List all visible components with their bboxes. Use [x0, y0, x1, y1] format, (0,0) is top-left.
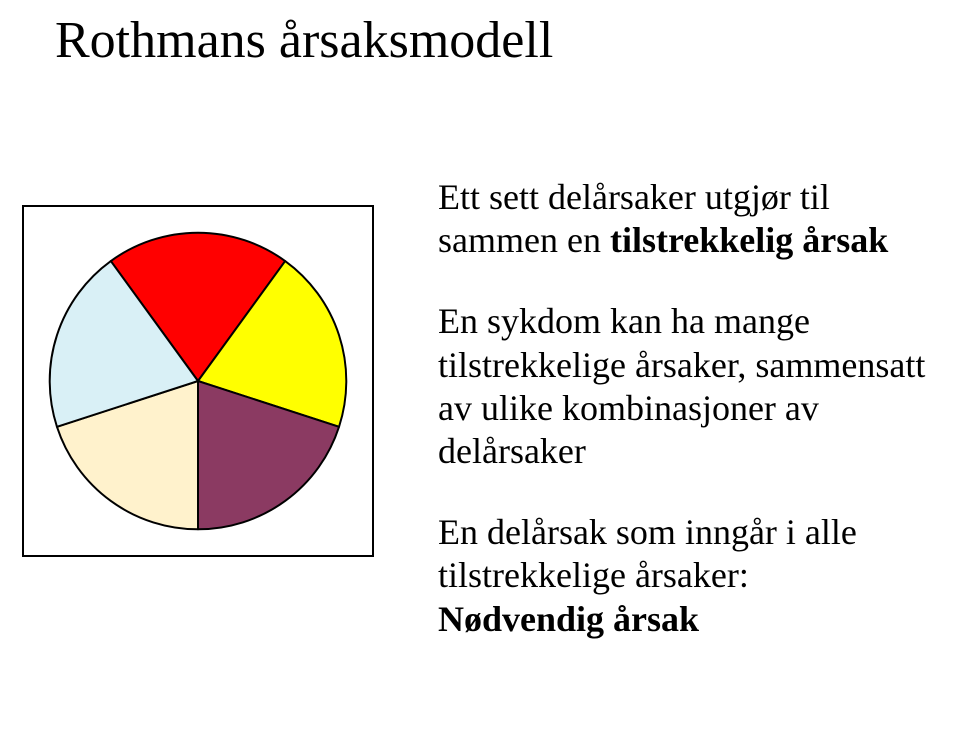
- paragraph-3-text: En delårsak som inngår i alle tilstrekke…: [438, 512, 857, 595]
- slide-page: Rothmans årsaksmodell Ett sett delårsake…: [0, 0, 960, 734]
- paragraph-1: Ett sett delårsaker utgjør til sammen en…: [438, 176, 938, 262]
- body-text: Ett sett delårsaker utgjør til sammen en…: [438, 176, 938, 641]
- pie-chart-container: [22, 205, 374, 557]
- paragraph-3: En delårsak som inngår i alle tilstrekke…: [438, 511, 938, 641]
- pie-chart: [24, 207, 372, 555]
- paragraph-1-bold: tilstrekkelig årsak: [610, 220, 888, 260]
- paragraph-2: En sykdom kan ha mange tilstrekkelige år…: [438, 300, 938, 473]
- page-title: Rothmans årsaksmodell: [55, 12, 553, 69]
- paragraph-3-bold: Nødvendig årsak: [438, 599, 699, 639]
